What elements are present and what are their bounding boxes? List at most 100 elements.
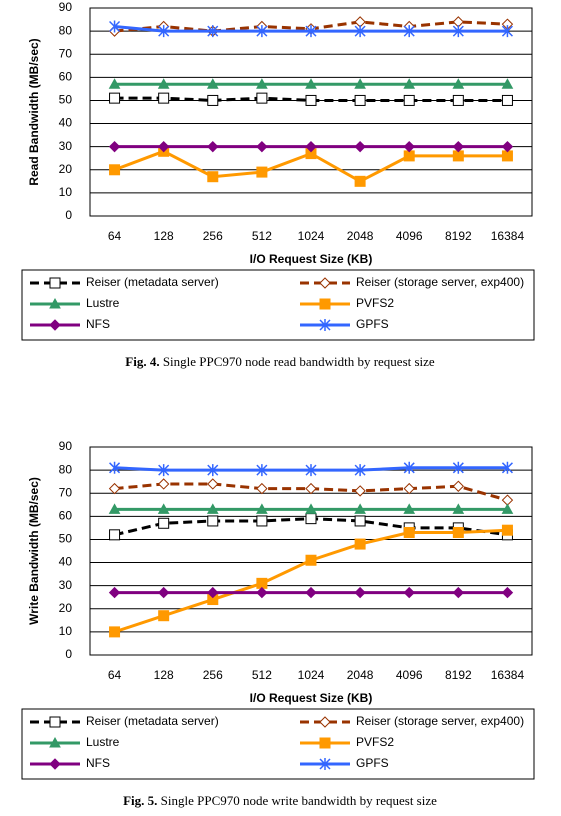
marker xyxy=(319,716,331,728)
x-tick-label: 8192 xyxy=(445,668,472,682)
marker xyxy=(207,140,219,153)
marker xyxy=(501,94,513,106)
legend-label: GPFS xyxy=(356,756,389,770)
legend-label: Lustre xyxy=(86,296,120,310)
marker xyxy=(452,586,465,599)
marker xyxy=(108,482,121,495)
y-tick-label: 50 xyxy=(59,532,73,546)
y-tick-label: 10 xyxy=(59,185,73,199)
plot-border xyxy=(89,7,533,217)
y-tick-label: 30 xyxy=(59,578,73,592)
marker xyxy=(319,737,331,749)
marker xyxy=(109,529,121,541)
x-tick-label: 512 xyxy=(252,668,272,682)
legend-label: Reiser (metadata server) xyxy=(86,275,219,289)
marker xyxy=(305,554,317,566)
legend-label: GPFS xyxy=(356,317,389,331)
marker xyxy=(452,527,464,539)
marker xyxy=(157,478,170,490)
marker xyxy=(305,140,317,153)
marker xyxy=(207,25,219,38)
marker xyxy=(206,503,219,514)
marker xyxy=(108,78,121,89)
marker xyxy=(157,78,170,89)
marker xyxy=(319,319,331,331)
marker xyxy=(206,78,219,89)
marker xyxy=(256,515,268,527)
caption: Fig. 5. Single PPC970 node write bandwid… xyxy=(123,793,437,808)
x-axis-title: I/O Request Size (KB) xyxy=(250,691,373,705)
marker xyxy=(256,166,268,178)
marker xyxy=(108,503,121,514)
caption-text: Single PPC970 node read bandwidth by req… xyxy=(163,354,435,369)
marker xyxy=(158,610,170,622)
marker xyxy=(501,140,514,153)
marker xyxy=(452,78,465,89)
marker xyxy=(49,716,61,728)
x-tick-label: 256 xyxy=(203,668,223,682)
marker xyxy=(403,150,415,162)
y-axis-title: Write Bandwidth (MB/sec) xyxy=(27,477,41,625)
marker xyxy=(207,171,219,183)
marker xyxy=(501,461,513,474)
marker xyxy=(256,140,268,153)
marker xyxy=(403,78,416,89)
marker xyxy=(49,277,61,289)
x-tick-label: 8192 xyxy=(445,229,472,243)
marker xyxy=(256,25,268,38)
caption-label: Fig. 4. xyxy=(125,354,159,369)
marker xyxy=(256,92,268,104)
y-tick-label: 20 xyxy=(59,601,73,615)
y-tick-label: 90 xyxy=(59,439,73,453)
x-tick-label: 128 xyxy=(154,229,174,243)
marker xyxy=(158,464,170,477)
marker xyxy=(403,503,416,514)
marker xyxy=(256,482,268,495)
y-tick-label: 70 xyxy=(59,485,73,499)
marker xyxy=(49,297,61,309)
marker xyxy=(305,586,317,599)
marker xyxy=(354,25,366,38)
marker xyxy=(108,586,121,599)
x-tick-label: 256 xyxy=(203,229,223,243)
marker xyxy=(403,140,415,153)
marker xyxy=(256,78,268,89)
x-tick-label: 64 xyxy=(108,668,122,682)
marker xyxy=(108,140,121,153)
legend-label: PVFS2 xyxy=(356,735,394,749)
marker xyxy=(501,586,514,599)
y-axis-title: Read Bandwidth (MB/sec) xyxy=(27,38,41,185)
marker xyxy=(354,464,366,477)
marker xyxy=(109,626,121,638)
x-tick-label: 1024 xyxy=(298,668,325,682)
marker xyxy=(354,94,366,106)
marker xyxy=(157,586,170,599)
marker xyxy=(319,277,331,289)
legend-label: Reiser (storage server, exp400) xyxy=(356,275,524,289)
marker xyxy=(256,577,268,589)
x-tick-label: 64 xyxy=(108,229,122,243)
marker xyxy=(452,503,465,514)
caption-text: Single PPC970 node write bandwidth by re… xyxy=(161,793,437,808)
x-tick-label: 4096 xyxy=(396,668,423,682)
x-axis-title: I/O Request Size (KB) xyxy=(250,252,373,266)
marker xyxy=(354,175,366,187)
marker xyxy=(354,586,366,599)
marker xyxy=(452,94,464,106)
marker xyxy=(207,586,219,599)
series-line xyxy=(114,528,508,634)
marker xyxy=(305,78,317,89)
marker xyxy=(452,25,464,38)
x-tick-label: 4096 xyxy=(396,229,423,243)
marker xyxy=(354,485,366,497)
marker xyxy=(403,527,415,539)
marker xyxy=(403,461,415,474)
marker xyxy=(403,586,415,599)
marker xyxy=(158,517,170,529)
marker xyxy=(501,25,513,38)
legend-label: PVFS2 xyxy=(356,296,394,310)
legend-label: NFS xyxy=(86,317,110,331)
marker xyxy=(109,164,121,176)
y-tick-label: 60 xyxy=(59,70,73,84)
y-tick-label: 80 xyxy=(59,23,73,37)
